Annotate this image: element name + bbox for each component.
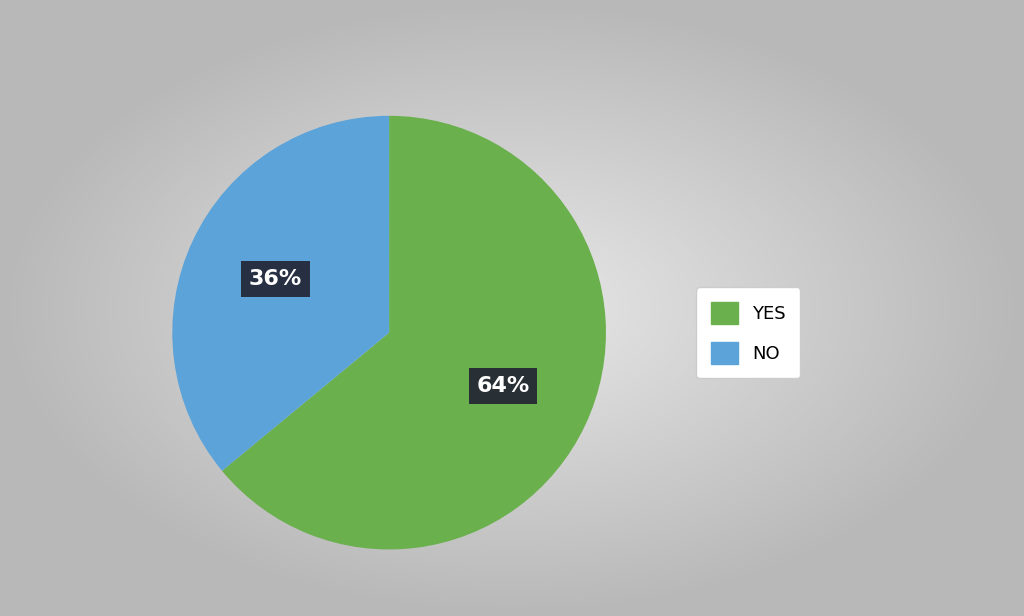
Wedge shape — [172, 116, 389, 471]
Text: 36%: 36% — [249, 269, 302, 289]
Text: 64%: 64% — [476, 376, 529, 396]
Legend: YES, NO: YES, NO — [696, 287, 801, 378]
Wedge shape — [222, 116, 606, 549]
